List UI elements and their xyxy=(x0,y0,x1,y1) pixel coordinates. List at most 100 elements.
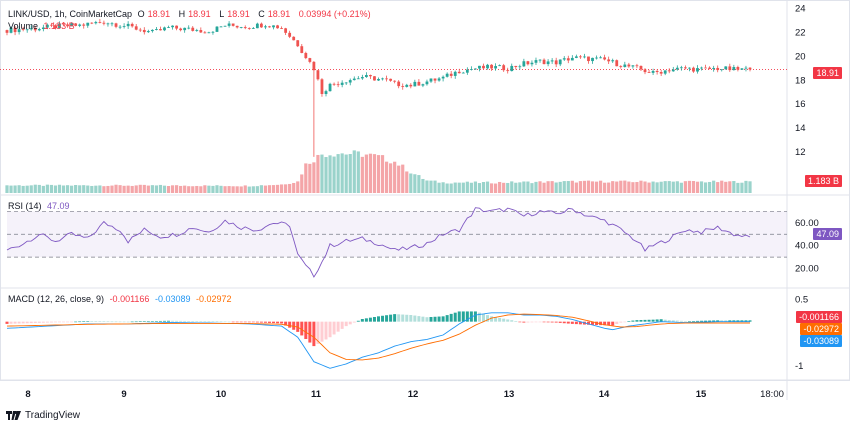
volume-bar xyxy=(546,181,550,193)
candle xyxy=(417,81,421,86)
candle xyxy=(437,78,441,81)
signal-value: -0.03089 xyxy=(154,294,191,304)
candle xyxy=(748,67,752,70)
volume-bar xyxy=(413,174,417,193)
candle xyxy=(259,23,263,28)
volume-bar xyxy=(267,185,272,193)
macd-hist-bar xyxy=(655,319,659,322)
candle xyxy=(490,64,493,69)
macd-hist-bar xyxy=(736,320,740,322)
volume-bar xyxy=(41,185,45,193)
macd-hist-bar xyxy=(231,321,235,323)
low-label: L xyxy=(219,9,225,19)
candle xyxy=(78,24,82,26)
candle xyxy=(510,65,514,72)
volume-bar xyxy=(554,182,558,193)
macd-hist-bar xyxy=(566,321,570,324)
candle xyxy=(17,29,21,33)
volume-bar xyxy=(86,185,90,193)
macd-hist-bar xyxy=(207,321,211,322)
macd-hist-bar xyxy=(623,321,627,323)
macd-hist-bar xyxy=(239,321,243,323)
volume-bar xyxy=(65,185,70,193)
volume-bar xyxy=(243,185,247,193)
x-tick: 13 xyxy=(504,389,515,400)
volume-bar xyxy=(364,154,368,193)
candle xyxy=(118,26,122,28)
volume-value: 1.183 B xyxy=(43,21,75,31)
candle xyxy=(203,32,207,34)
volume-bar xyxy=(70,185,74,193)
candle xyxy=(215,26,219,32)
volume-bar xyxy=(82,185,86,193)
close-label: C xyxy=(258,9,265,19)
candle xyxy=(276,25,279,29)
volume-bar xyxy=(372,154,377,193)
volume-bar xyxy=(611,181,615,193)
volume-bar xyxy=(562,181,566,193)
volume-bar xyxy=(352,150,356,193)
hist-tag: -0.02972 xyxy=(800,323,842,335)
candle xyxy=(280,28,283,30)
rsi-value: 47.09 xyxy=(47,201,70,211)
candle xyxy=(369,75,372,77)
candle xyxy=(744,67,748,69)
volume-bar xyxy=(663,181,667,193)
macd-hist-bar xyxy=(405,314,409,322)
brand[interactable]: TradingView xyxy=(6,410,80,421)
macd-hist-bar xyxy=(106,321,110,323)
volume-bar xyxy=(542,182,546,193)
macd-hist-bar xyxy=(627,321,631,322)
volume-bar xyxy=(142,184,146,193)
candle xyxy=(506,70,510,72)
volume-bar xyxy=(296,181,300,193)
macd-hist-bar xyxy=(550,321,554,323)
macd-hist-bar xyxy=(562,321,566,324)
candle xyxy=(352,78,356,81)
volume-bar xyxy=(578,181,583,193)
candle xyxy=(98,22,102,23)
macd-hist-bar xyxy=(356,320,360,322)
candle xyxy=(336,84,340,86)
candle xyxy=(33,28,37,31)
macd-hist-bar xyxy=(316,321,320,344)
volume-bar xyxy=(308,163,312,193)
macd-hist-bar xyxy=(679,320,683,322)
macd-hist-bar xyxy=(457,311,461,322)
macd-hist-bar xyxy=(498,317,502,322)
candle xyxy=(300,46,304,53)
volume-bar xyxy=(740,182,744,193)
x-tick: 15 xyxy=(696,389,707,400)
macd-hist-bar xyxy=(647,319,651,322)
macd-label: MACD (12, 26, close, 9) xyxy=(8,294,105,304)
macd-hist-bar xyxy=(603,321,607,326)
macd-hist-bar xyxy=(700,320,704,322)
macd-hist-bar xyxy=(114,321,118,323)
macd-hist-bar xyxy=(130,321,134,323)
macd-hist-bar xyxy=(57,321,61,323)
volume-bar xyxy=(380,155,385,193)
candle xyxy=(740,68,744,70)
candle xyxy=(37,29,41,31)
volume-bar xyxy=(732,181,736,193)
candle xyxy=(538,59,542,61)
candle xyxy=(611,60,615,62)
macd-hist-bar xyxy=(187,321,191,322)
macd-hist-bar xyxy=(433,316,437,322)
macd-hist-bar xyxy=(158,320,162,322)
candle xyxy=(356,78,360,80)
close-value: 18.91 xyxy=(267,9,291,19)
volume-bar xyxy=(304,163,308,193)
volume-bar xyxy=(510,181,514,193)
macd-hist-bar xyxy=(510,320,514,322)
volume-bar xyxy=(489,183,494,193)
volume-bar xyxy=(477,183,482,193)
candle xyxy=(474,68,477,70)
volume-bar xyxy=(340,153,344,193)
candle xyxy=(433,78,437,81)
macd-hist-bar xyxy=(150,321,154,322)
volume-bar xyxy=(162,185,167,193)
volume-bar xyxy=(425,180,429,193)
candle xyxy=(207,32,211,34)
